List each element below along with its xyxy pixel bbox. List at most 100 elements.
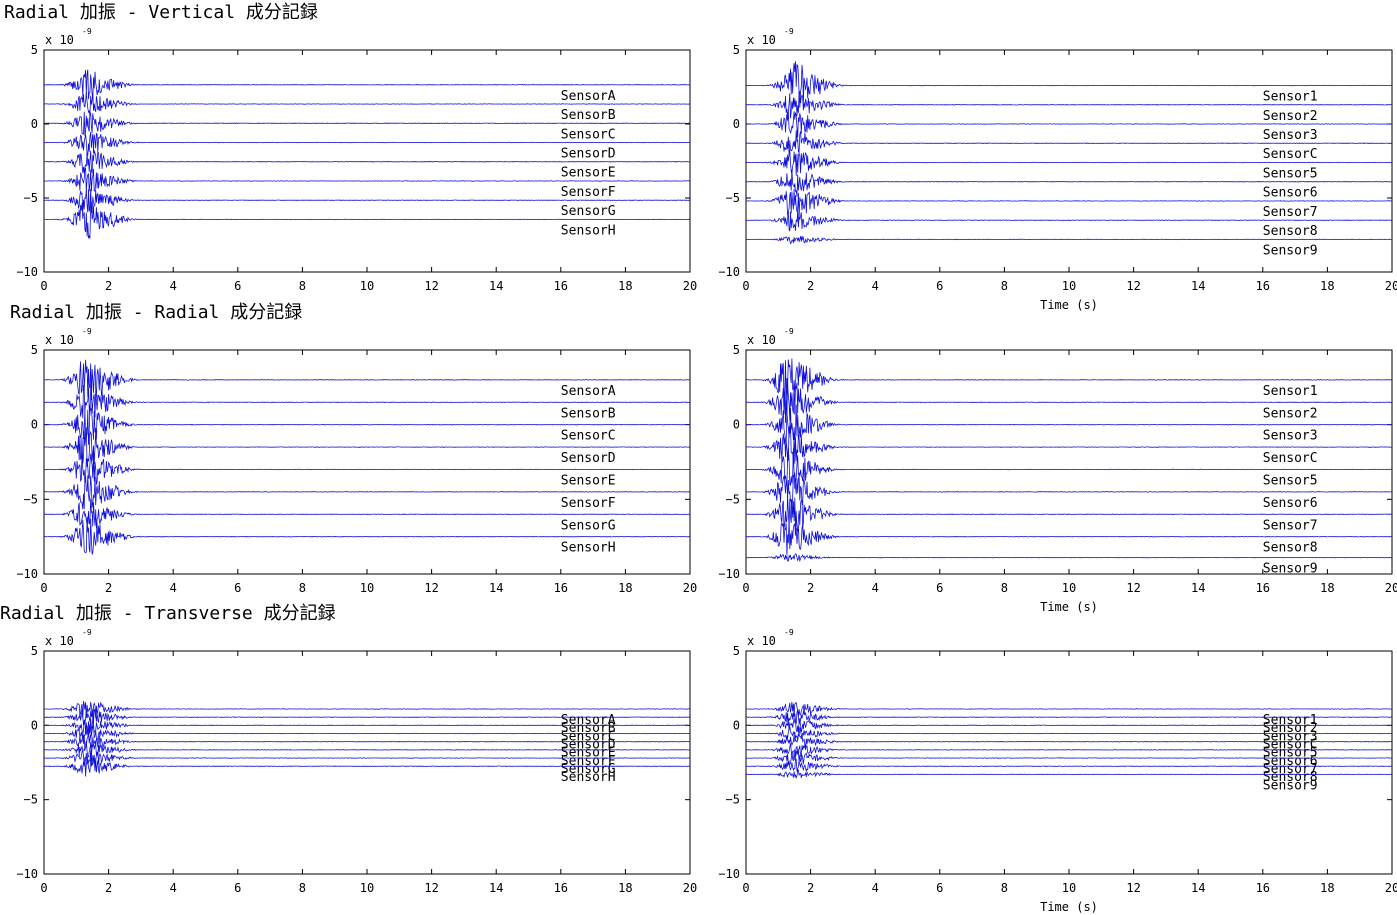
sensor-label: Sensor8 xyxy=(1263,541,1318,556)
x-tick-label: 14 xyxy=(489,581,503,595)
trace-Sensor6 xyxy=(745,169,1393,197)
sensor-label: SensorG xyxy=(561,204,616,219)
x-tick-label: 18 xyxy=(618,279,632,293)
x-tick-label: 20 xyxy=(683,881,697,895)
x-tick-label: 0 xyxy=(742,279,749,293)
x-tick-label: 12 xyxy=(1126,279,1140,293)
sensor-label: Sensor1 xyxy=(1263,90,1318,105)
y-tick-label: −10 xyxy=(16,867,38,881)
y-tick-label: −10 xyxy=(718,567,740,581)
trace-SensorB xyxy=(43,92,691,115)
trace-SensorE xyxy=(43,451,691,485)
y-tick-label: 5 xyxy=(733,644,740,658)
x-tick-label: 20 xyxy=(1385,581,1397,595)
sensor-label: SensorH xyxy=(561,541,616,556)
x-tick-label: 20 xyxy=(683,581,697,595)
sensor-label: SensorD xyxy=(561,451,616,466)
trace-SensorC xyxy=(745,130,1393,156)
trace-SensorH xyxy=(43,516,691,555)
trace-Sensor6 xyxy=(746,472,1393,514)
x-axis-label: Time (s) xyxy=(1040,900,1098,914)
x-tick-label: 0 xyxy=(40,881,47,895)
x-tick-label: 16 xyxy=(1256,881,1270,895)
sensor-label: SensorH xyxy=(561,770,616,785)
x-tick-label: 2 xyxy=(807,279,814,293)
trace-SensorG xyxy=(43,188,691,214)
x-tick-label: 6 xyxy=(234,279,241,293)
sensor-label: SensorE xyxy=(561,473,616,488)
x-tick-label: 18 xyxy=(1320,279,1334,293)
sensor-label: Sensor6 xyxy=(1263,186,1318,201)
x-tick-label: 8 xyxy=(1001,581,1008,595)
chart-1: 0 2 4 6 8 10 12 14 16 18 20 5 0 −5 −10 x 10 -9 Time (s) Se… xyxy=(718,27,1397,312)
trace-Sensor3 xyxy=(745,111,1393,139)
y-tick-label: 0 xyxy=(31,418,38,432)
y-tick-label: 5 xyxy=(733,343,740,357)
trace-Sensor9 xyxy=(745,235,1393,245)
trace-Sensor7 xyxy=(745,749,1393,766)
trace-SensorD xyxy=(43,427,691,467)
x-tick-label: 12 xyxy=(1126,581,1140,595)
trace-SensorB xyxy=(43,708,691,726)
y-tick-label: −10 xyxy=(16,265,38,279)
sensor-label: Sensor3 xyxy=(1263,128,1318,143)
sensor-label: Sensor7 xyxy=(1263,205,1318,220)
sensor-label: Sensor8 xyxy=(1263,224,1318,239)
section-title-radial: Radial 加振 - Radial 成分記録 xyxy=(10,302,302,323)
trace-Sensor3 xyxy=(745,404,1393,443)
x-tick-label: 16 xyxy=(1256,581,1270,595)
trace-Sensor7 xyxy=(746,188,1393,219)
x-tick-label: 0 xyxy=(742,881,749,895)
y-multiplier-label: x 10 xyxy=(45,33,74,47)
trace-Sensor1 xyxy=(745,701,1393,717)
x-tick-label: 12 xyxy=(424,881,438,895)
sensor-label: Sensor7 xyxy=(1263,518,1318,533)
x-tick-label: 2 xyxy=(105,881,112,895)
trace-Sensor1 xyxy=(745,358,1393,406)
x-tick-label: 0 xyxy=(742,581,749,595)
trace-SensorH xyxy=(43,201,691,239)
x-tick-label: 16 xyxy=(554,881,568,895)
y-tick-label: 5 xyxy=(31,43,38,57)
x-tick-label: 2 xyxy=(105,279,112,293)
sensor-label: Sensor3 xyxy=(1263,429,1318,444)
trace-SensorD xyxy=(44,132,691,156)
trace-Sensor8 xyxy=(745,758,1393,772)
sensor-label: Sensor9 xyxy=(1263,778,1318,793)
trace-SensorA xyxy=(43,69,690,100)
x-axis-label: Time (s) xyxy=(1040,600,1098,614)
trace-SensorC xyxy=(745,725,1392,741)
sensor-label: Sensor7 xyxy=(1263,762,1318,777)
trace-SensorG xyxy=(43,498,691,529)
y-exponent-label: -9 xyxy=(82,628,92,637)
x-tick-label: 10 xyxy=(360,881,374,895)
trace-SensorC xyxy=(43,111,691,136)
trace-Sensor5 xyxy=(746,448,1393,489)
sensor-label: SensorA xyxy=(561,384,616,399)
sensor-label: SensorE xyxy=(561,166,616,181)
x-tick-label: 4 xyxy=(872,881,879,895)
y-multiplier-label: x 10 xyxy=(45,333,74,347)
y-tick-label: −5 xyxy=(726,492,740,506)
x-tick-label: 16 xyxy=(554,279,568,293)
sensor-label: SensorF xyxy=(561,496,616,511)
x-tick-label: 10 xyxy=(360,279,374,293)
chart-5: 0 2 4 6 8 10 12 14 16 18 20 5 0 −5 −10 x 10 -9 Time (s) Se… xyxy=(718,628,1397,914)
x-tick-label: 14 xyxy=(1191,279,1205,293)
x-tick-label: 18 xyxy=(618,881,632,895)
x-tick-label: 12 xyxy=(424,279,438,293)
trace-SensorE xyxy=(43,732,691,751)
y-exponent-label: -9 xyxy=(784,628,794,637)
trace-SensorB xyxy=(44,382,691,419)
x-tick-label: 0 xyxy=(40,581,47,595)
x-tick-label: 8 xyxy=(299,279,306,293)
x-tick-label: 4 xyxy=(872,279,879,293)
trace-Sensor7 xyxy=(745,495,1393,533)
sensor-label: SensorD xyxy=(561,147,616,162)
x-tick-label: 6 xyxy=(936,279,943,293)
x-tick-label: 8 xyxy=(299,581,306,595)
y-tick-label: 0 xyxy=(733,117,740,131)
y-tick-label: −10 xyxy=(718,867,740,881)
x-tick-label: 6 xyxy=(234,581,241,595)
x-tick-label: 16 xyxy=(1256,279,1270,293)
